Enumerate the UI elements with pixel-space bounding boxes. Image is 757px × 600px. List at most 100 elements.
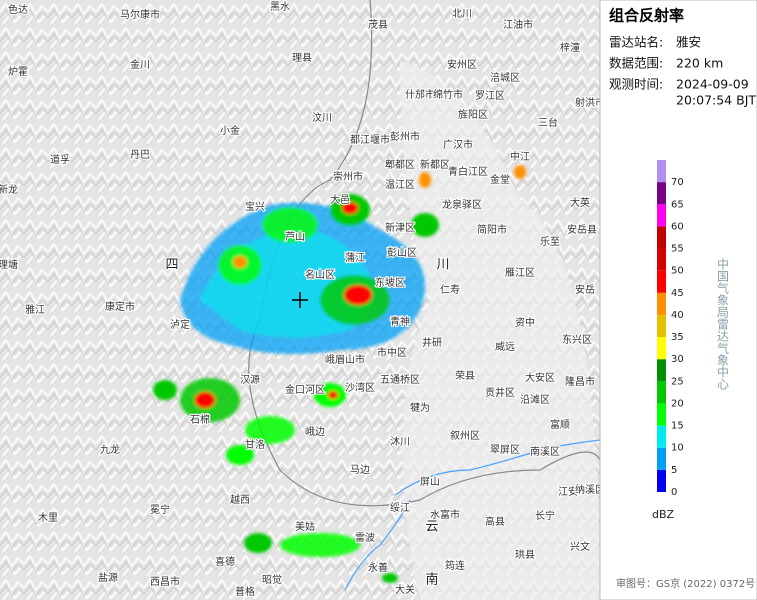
- radar-site: [292, 292, 308, 308]
- colorbar-tick-label: 40: [671, 310, 684, 321]
- color-band: [657, 403, 666, 426]
- place-label: 龙泉驿区: [442, 198, 482, 211]
- place-label: 沐川: [390, 435, 410, 448]
- place-label: 芦山: [285, 231, 305, 243]
- place-label: 水富市: [430, 508, 460, 521]
- place-label: 简阳市: [477, 223, 507, 236]
- panel-bg: [599, 0, 757, 600]
- place-label: 名山区: [305, 268, 335, 281]
- place-label: 青白江区: [448, 165, 488, 178]
- place-label: 四: [165, 258, 178, 273]
- colorbar-tick-label: 65: [671, 199, 684, 210]
- panel-title: 组合反射率: [609, 7, 684, 25]
- place-label: 小金: [220, 124, 240, 137]
- place-label: 石棉: [190, 413, 210, 426]
- place-label: 金川: [130, 58, 150, 71]
- place-label: 隆昌市: [565, 375, 595, 388]
- place-label: 金堂: [490, 173, 510, 186]
- place-label: 仁寿: [440, 283, 460, 296]
- place-label: 茂县: [368, 18, 388, 31]
- place-label: 新龙: [0, 183, 18, 196]
- color-band: [657, 292, 666, 315]
- range: 220 km: [676, 56, 723, 71]
- colorbar-tick-label: 55: [671, 244, 684, 255]
- place-label: 罗江区: [475, 90, 505, 102]
- info-panel: 组合反射率 雷达站名: 雅安 数据范围: 220 km 观测时间: 2024-0…: [599, 0, 757, 600]
- place-label: 资中: [515, 316, 535, 329]
- colorbar-tick-label: 25: [671, 376, 684, 387]
- place-label: 珙县: [515, 549, 535, 561]
- place-label: 汉源: [240, 373, 260, 386]
- place-label: 长宁: [535, 509, 555, 522]
- place-label: 峨边: [305, 426, 325, 438]
- place-label: 南溪区: [530, 445, 560, 458]
- place-label: 富顺: [550, 418, 570, 431]
- place-label: 东兴区: [562, 333, 592, 346]
- basin: [400, 60, 600, 600]
- place-label: 高县: [485, 515, 505, 528]
- colorbar-tick-label: 60: [671, 221, 684, 232]
- place-label: 荣县: [455, 370, 475, 382]
- color-band: [657, 469, 666, 492]
- place-label: 大邑: [330, 193, 350, 206]
- colorbar-tick-label: 0: [671, 487, 677, 498]
- place-label: 青神: [390, 315, 410, 328]
- place-label: 康定市: [105, 300, 135, 313]
- place-label: 叙州区: [450, 429, 480, 442]
- place-label: 兴文: [570, 540, 590, 553]
- place-label: 雅江: [25, 303, 45, 316]
- radar-echo: [153, 165, 526, 583]
- place-label: 昭觉: [262, 574, 282, 586]
- place-label: 涪城区: [490, 71, 520, 84]
- place-label: 丹巴: [130, 149, 150, 161]
- place-label: 川: [436, 258, 449, 273]
- place-label: 理县: [292, 52, 312, 64]
- place-label: 温江区: [385, 179, 415, 191]
- color-band: [657, 337, 666, 360]
- colorbar-tick-label: 30: [671, 354, 684, 365]
- approval: 审图号：GS京 (2022) 0372号: [616, 577, 755, 590]
- place-label: 彭山区: [387, 246, 417, 259]
- place-label: 屏山: [420, 476, 440, 488]
- place-label: 盐源: [98, 571, 118, 584]
- colorbar-tick-label: 5: [671, 465, 677, 476]
- place-label: 绵竹市: [433, 88, 463, 101]
- place-label: 新都区: [420, 158, 450, 171]
- place-label: 道孚: [50, 153, 70, 166]
- place-label: 三台: [538, 116, 558, 129]
- place-label: 犍为: [410, 402, 430, 414]
- place-label: 西昌市: [150, 575, 180, 588]
- place-label: 马尔康市: [120, 8, 160, 21]
- place-label: 云: [425, 520, 438, 535]
- color-band: [657, 425, 666, 448]
- place-label: 永善: [368, 561, 388, 574]
- color-band: [657, 270, 666, 293]
- place-label: 甘洛: [245, 438, 265, 451]
- colorbar-tick-label: 50: [671, 266, 684, 277]
- place-label: 市中区: [377, 346, 407, 359]
- place-label: 美姑: [295, 520, 315, 533]
- station: 雅安: [676, 35, 701, 50]
- place-label: 什邡市: [405, 88, 435, 101]
- place-label: 射洪市: [575, 96, 605, 109]
- place-label: 雷波: [355, 531, 375, 544]
- colorbar-tick-label: 35: [671, 332, 684, 343]
- place-label: 理塘: [0, 258, 18, 271]
- colorbar-tick-label: 20: [671, 398, 684, 409]
- colorbar-tick-label: 10: [671, 443, 684, 454]
- place-label: 汶川: [312, 111, 332, 124]
- place-label: 越西: [230, 493, 250, 506]
- time: 20:07:54 BJT: [676, 93, 756, 108]
- place-label: 泸定: [170, 318, 190, 331]
- color-band: [657, 447, 666, 470]
- place-label: 色达: [8, 3, 28, 16]
- place-label: 冕宁: [150, 503, 170, 516]
- place-label: 筠连: [445, 559, 465, 572]
- colorbar-tick-label: 15: [671, 421, 684, 432]
- place-label: 马边: [350, 464, 370, 476]
- place-label: 中江: [510, 150, 530, 163]
- color-band: [657, 248, 666, 271]
- place-label: 黑水: [270, 1, 290, 13]
- place-label: 九龙: [100, 443, 120, 456]
